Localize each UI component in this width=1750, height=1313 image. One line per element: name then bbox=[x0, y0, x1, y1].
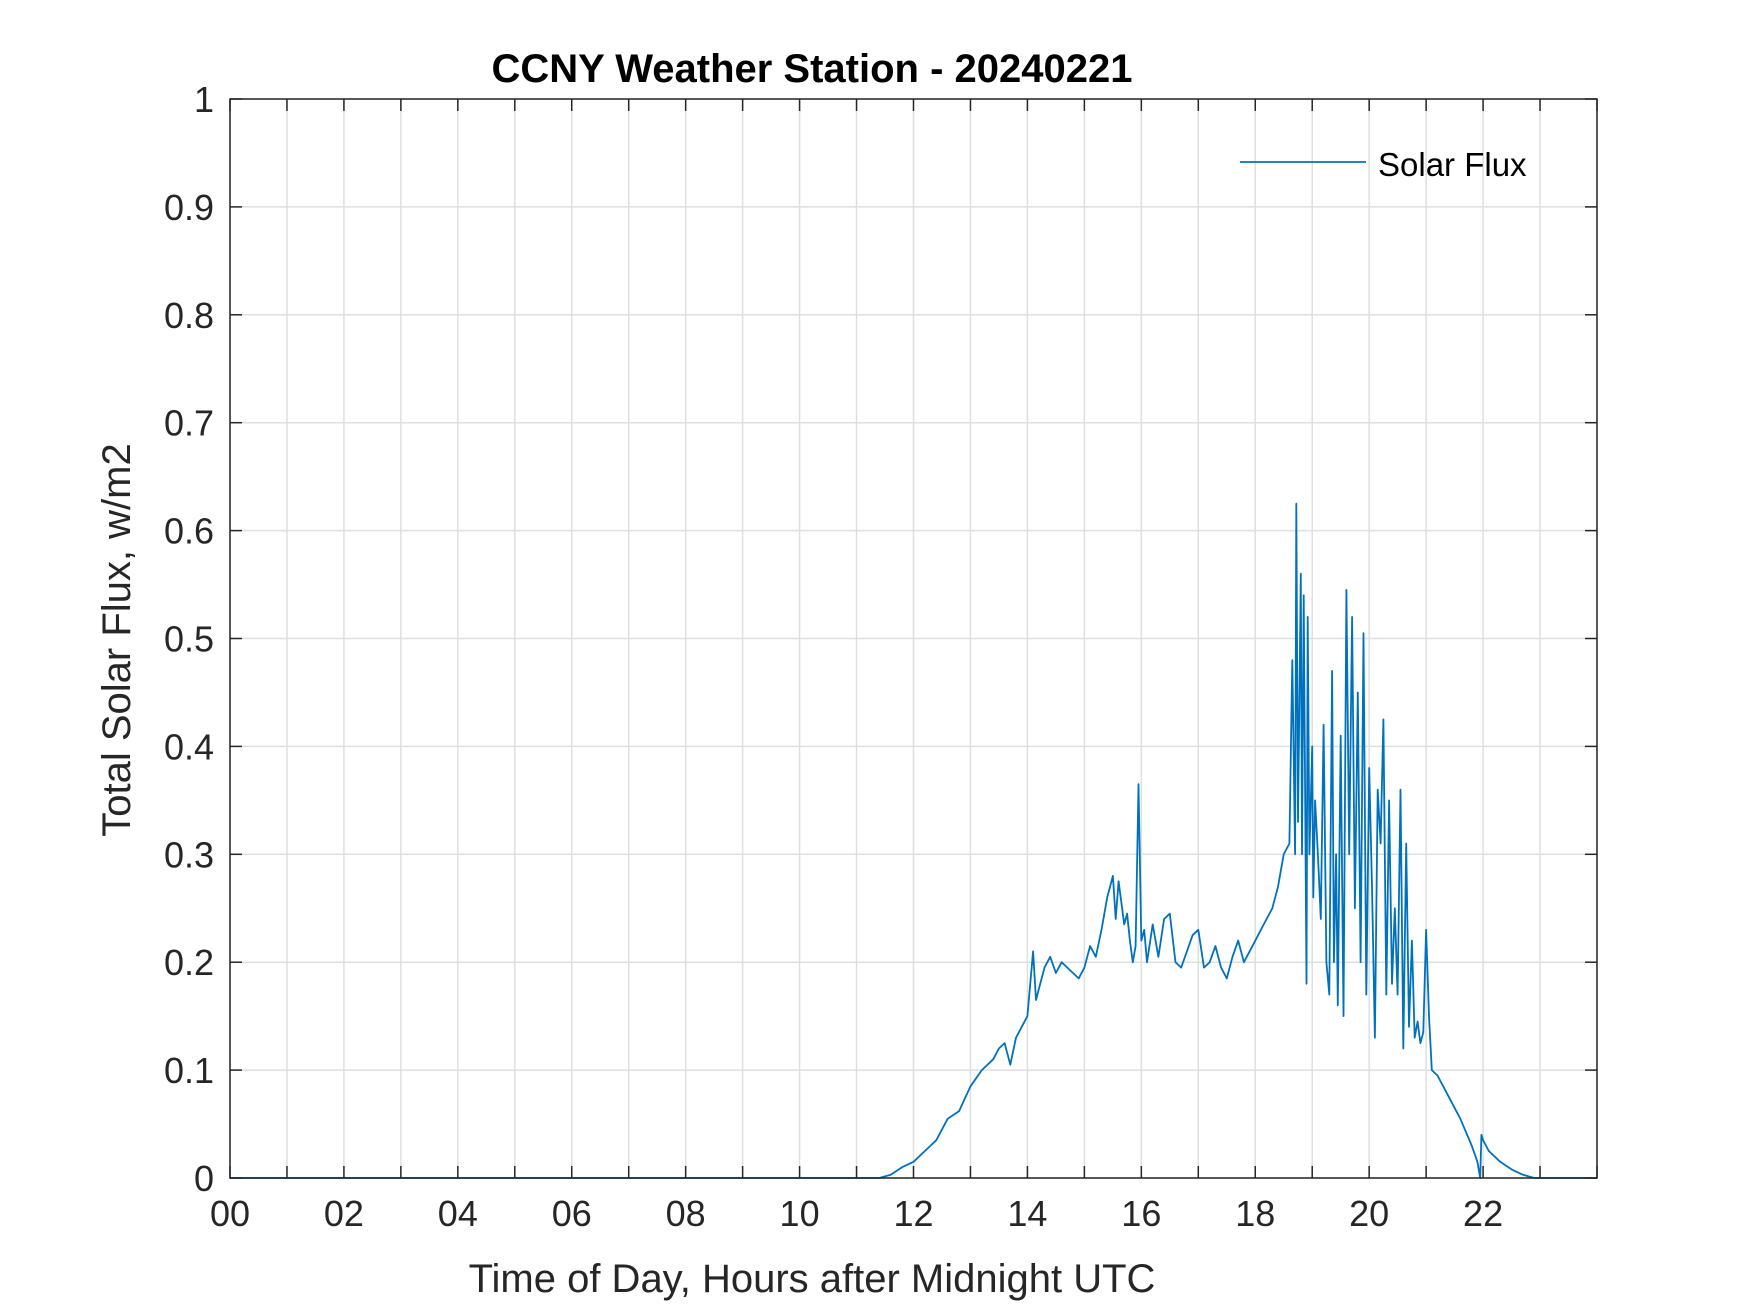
x-tick-label: 02 bbox=[324, 1193, 364, 1234]
y-tick-label: 0.7 bbox=[164, 403, 214, 444]
series-line-solar-flux bbox=[230, 502, 1597, 1179]
data-series bbox=[230, 502, 1597, 1179]
y-tick-label: 0.9 bbox=[164, 187, 214, 228]
grid-lines bbox=[229, 98, 1598, 1179]
y-tick-label: 0.2 bbox=[164, 942, 214, 983]
x-tick-label: 10 bbox=[780, 1193, 820, 1234]
x-tick-label: 20 bbox=[1349, 1193, 1389, 1234]
y-tick-label: 0 bbox=[194, 1158, 214, 1199]
legend: Solar Flux bbox=[1240, 146, 1527, 183]
x-tick-label: 12 bbox=[893, 1193, 933, 1234]
x-axis-label: Time of Day, Hours after Midnight UTC bbox=[469, 1257, 1156, 1301]
axis-ticks: 00 02 04 06 08 10 12 14 16 18 20 22 0 0.1 0.2 0.3 0.4 0.5… bbox=[164, 79, 1598, 1234]
y-tick-label: 0.6 bbox=[164, 511, 214, 552]
y-tick-label: 0.5 bbox=[164, 619, 214, 660]
y-tick-label: 0.1 bbox=[164, 1050, 214, 1091]
y-tick-label: 0.4 bbox=[164, 726, 214, 767]
x-tick-label: 18 bbox=[1235, 1193, 1275, 1234]
x-tick-label: 00 bbox=[210, 1193, 250, 1234]
y-tick-label: 0.8 bbox=[164, 295, 214, 336]
x-tick-label: 16 bbox=[1121, 1193, 1161, 1234]
x-tick-label: 06 bbox=[552, 1193, 592, 1234]
y-tick-label: 1 bbox=[194, 79, 214, 120]
x-tick-label: 14 bbox=[1007, 1193, 1047, 1234]
legend-label-solar-flux: Solar Flux bbox=[1378, 146, 1527, 183]
y-axis-label: Total Solar Flux, w/m2 bbox=[95, 443, 139, 836]
y-tick-label: 0.3 bbox=[164, 834, 214, 875]
x-tick-label: 08 bbox=[666, 1193, 706, 1234]
x-tick-label: 04 bbox=[438, 1193, 478, 1234]
x-tick-label: 22 bbox=[1463, 1193, 1503, 1234]
chart-title: CCNY Weather Station - 20240221 bbox=[492, 47, 1133, 91]
